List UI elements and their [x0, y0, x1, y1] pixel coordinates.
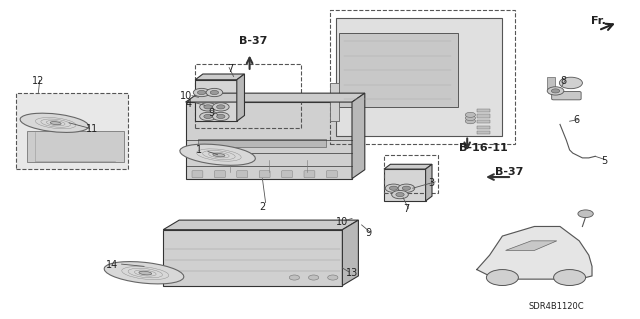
Text: 7: 7 [227, 63, 234, 74]
Text: 3: 3 [429, 178, 435, 189]
Circle shape [547, 87, 564, 95]
Text: 1: 1 [195, 145, 202, 155]
Ellipse shape [20, 113, 89, 132]
FancyBboxPatch shape [282, 171, 292, 178]
Circle shape [204, 115, 212, 119]
Circle shape [204, 105, 212, 109]
Text: B-16-11: B-16-11 [459, 143, 508, 153]
Circle shape [200, 112, 216, 121]
FancyBboxPatch shape [326, 171, 337, 178]
Text: B-37: B-37 [495, 167, 523, 177]
FancyBboxPatch shape [237, 171, 248, 178]
Circle shape [486, 270, 518, 286]
Circle shape [465, 119, 476, 124]
FancyBboxPatch shape [336, 18, 502, 136]
Circle shape [392, 190, 408, 199]
FancyBboxPatch shape [547, 77, 555, 89]
FancyBboxPatch shape [477, 126, 490, 129]
Circle shape [216, 115, 225, 119]
Text: SDR4B1120C: SDR4B1120C [529, 302, 584, 311]
Circle shape [197, 91, 206, 95]
Circle shape [200, 103, 216, 111]
FancyBboxPatch shape [477, 115, 490, 118]
Circle shape [212, 103, 229, 111]
Circle shape [396, 192, 404, 197]
Circle shape [193, 88, 210, 97]
Circle shape [465, 115, 476, 121]
Circle shape [212, 112, 229, 121]
Circle shape [554, 270, 586, 286]
Text: 12: 12 [32, 76, 45, 86]
Text: 4: 4 [186, 99, 192, 109]
Circle shape [398, 184, 415, 192]
Polygon shape [352, 93, 365, 179]
Text: 13: 13 [346, 268, 358, 278]
FancyBboxPatch shape [214, 171, 225, 178]
FancyBboxPatch shape [186, 102, 352, 179]
Circle shape [206, 88, 223, 97]
FancyBboxPatch shape [259, 171, 270, 178]
Circle shape [328, 275, 338, 280]
FancyBboxPatch shape [192, 171, 203, 178]
Polygon shape [342, 220, 358, 286]
FancyBboxPatch shape [195, 80, 237, 121]
Polygon shape [477, 226, 592, 279]
Text: 2: 2 [259, 202, 266, 212]
Ellipse shape [139, 271, 152, 275]
Circle shape [289, 275, 300, 280]
FancyBboxPatch shape [339, 33, 458, 107]
FancyBboxPatch shape [163, 230, 342, 286]
Text: 9: 9 [208, 108, 214, 118]
FancyBboxPatch shape [384, 169, 426, 201]
Polygon shape [195, 74, 244, 80]
Text: 8: 8 [560, 76, 566, 86]
Ellipse shape [50, 122, 61, 125]
Circle shape [578, 210, 593, 218]
Polygon shape [237, 74, 244, 121]
Ellipse shape [213, 153, 225, 157]
FancyBboxPatch shape [304, 171, 315, 178]
Polygon shape [384, 164, 432, 169]
Polygon shape [506, 241, 557, 250]
Circle shape [465, 112, 476, 117]
Circle shape [308, 275, 319, 280]
FancyBboxPatch shape [27, 131, 124, 162]
FancyBboxPatch shape [198, 139, 326, 147]
Text: 11: 11 [86, 124, 99, 134]
Polygon shape [186, 93, 365, 102]
Ellipse shape [180, 144, 255, 165]
Circle shape [385, 184, 402, 192]
Text: 14: 14 [106, 260, 118, 270]
FancyBboxPatch shape [552, 92, 581, 100]
Text: 7: 7 [403, 204, 410, 214]
FancyBboxPatch shape [477, 109, 490, 112]
Text: 5: 5 [602, 156, 608, 166]
FancyBboxPatch shape [477, 131, 490, 134]
Text: 9: 9 [365, 228, 371, 238]
Polygon shape [426, 164, 432, 201]
Text: 10: 10 [180, 91, 192, 101]
Polygon shape [163, 220, 358, 230]
Circle shape [216, 105, 225, 109]
Text: 10: 10 [336, 217, 349, 227]
FancyBboxPatch shape [16, 93, 128, 169]
Circle shape [210, 91, 219, 95]
FancyBboxPatch shape [477, 120, 490, 123]
Circle shape [402, 186, 411, 190]
Ellipse shape [104, 262, 184, 284]
Circle shape [559, 77, 582, 89]
FancyBboxPatch shape [330, 83, 339, 121]
Circle shape [389, 186, 398, 190]
Text: 6: 6 [573, 115, 579, 125]
Text: Fr.: Fr. [591, 16, 606, 26]
Text: B-37: B-37 [239, 36, 267, 47]
Circle shape [552, 89, 559, 93]
